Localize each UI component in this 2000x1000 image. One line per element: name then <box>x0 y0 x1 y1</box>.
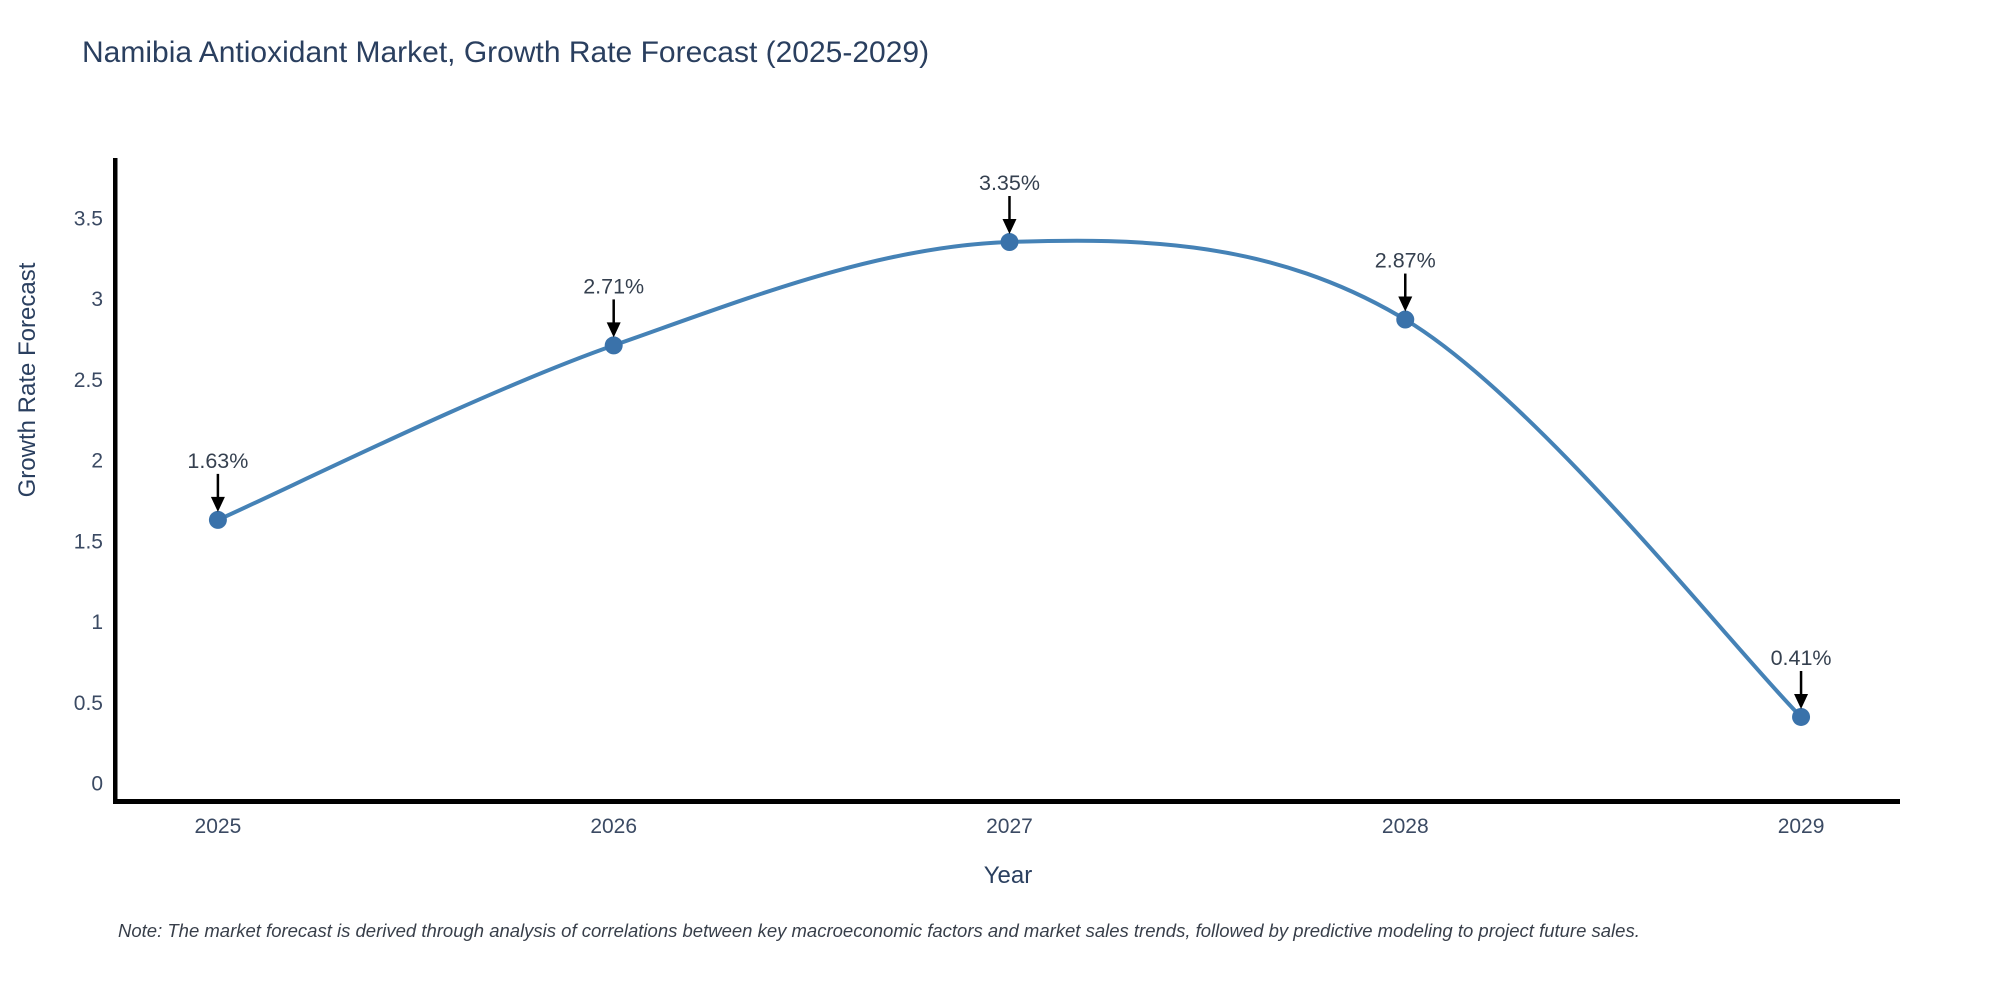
annotation-label: 1.63% <box>187 449 248 473</box>
annotation-arrow-shaft <box>216 473 220 498</box>
y-tick-label: 1 <box>91 611 103 634</box>
chart-title: Namibia Antioxidant Market, Growth Rate … <box>82 36 930 69</box>
annotation-arrowhead <box>1398 296 1413 312</box>
x-tick-label: 2025 <box>195 815 242 838</box>
annotation-arrowhead <box>1002 219 1017 235</box>
x-axis-title: Year <box>983 862 1033 889</box>
annotation-arrowhead <box>210 496 225 512</box>
y-tick-label: 2.5 <box>74 369 103 392</box>
footnote: Note: The market forecast is derived thr… <box>118 920 1640 941</box>
y-tick-label: 1.5 <box>74 530 103 553</box>
annotation-label: 0.41% <box>1771 646 1832 670</box>
series-line <box>215 238 1804 719</box>
annotation-label: 2.87% <box>1375 249 1436 273</box>
y-tick-label: 2 <box>91 450 103 473</box>
y-tick-label: 3 <box>91 288 103 311</box>
y-tick-label: 0 <box>91 773 103 796</box>
x-tick-label: 2026 <box>590 815 637 838</box>
data-point[interactable] <box>604 336 623 355</box>
data-point[interactable] <box>1792 707 1811 726</box>
y-tick-label: 0.5 <box>74 692 103 715</box>
y-tick-label: 3.5 <box>74 207 103 230</box>
annotation-label: 3.35% <box>979 171 1040 195</box>
data-point[interactable] <box>208 510 227 529</box>
annotation: 3.35% <box>979 171 1040 235</box>
x-axis-line <box>113 799 1900 804</box>
annotation-arrowhead <box>606 322 621 338</box>
data-point[interactable] <box>1396 310 1415 329</box>
annotation-label: 2.71% <box>583 274 644 298</box>
annotation-arrowhead <box>1794 693 1809 709</box>
annotation: 2.71% <box>583 274 644 338</box>
x-tick-label: 2029 <box>1778 815 1825 838</box>
x-tick-label: 2027 <box>986 815 1033 838</box>
annotation: 2.87% <box>1375 249 1436 312</box>
annotation-arrow-shaft <box>1404 273 1407 298</box>
annotation: 1.63% <box>187 449 248 512</box>
x-tick-label: 2028 <box>1382 815 1429 838</box>
annotation-arrow-shaft <box>1799 670 1803 695</box>
annotation-arrow-shaft <box>1008 196 1011 221</box>
y-axis-line <box>113 158 118 804</box>
annotation-arrow-shaft <box>612 299 615 324</box>
data-point[interactable] <box>1000 233 1019 252</box>
annotation: 0.41% <box>1771 646 1832 709</box>
